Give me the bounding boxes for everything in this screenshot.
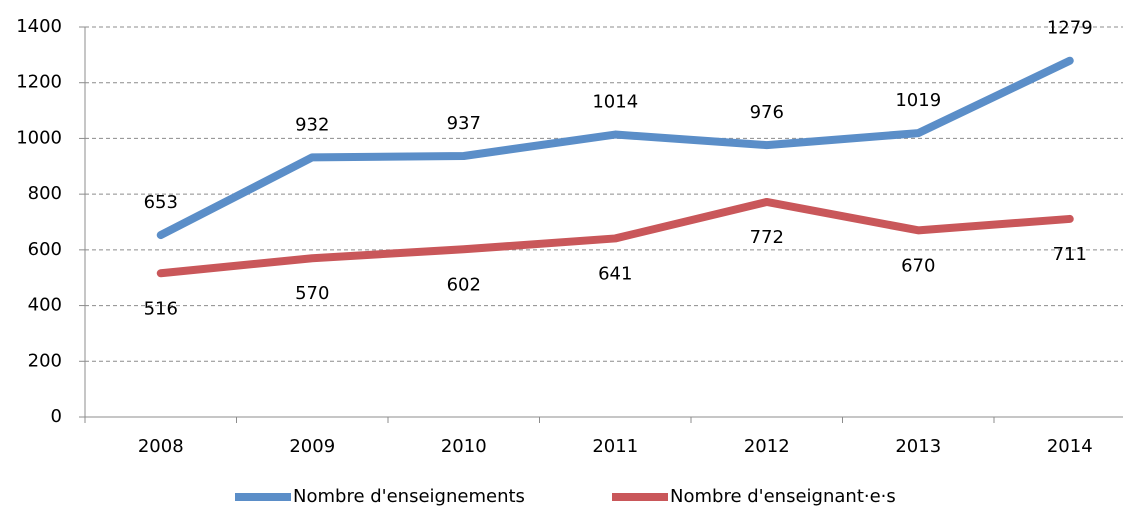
data-label: 670	[901, 255, 935, 276]
series-line	[156, 56, 1074, 240]
legend-label: Nombre d'enseignements	[293, 486, 525, 507]
data-label: 711	[1053, 244, 1087, 265]
data-label: 976	[750, 102, 784, 123]
data-label: 1019	[895, 90, 941, 111]
x-tick-label: 2010	[441, 436, 487, 457]
y-tick-label: 800	[28, 183, 62, 204]
legend-label: Nombre d'enseignant·e·s	[670, 486, 896, 507]
y-tick-label: 1200	[16, 72, 62, 93]
x-tick-label: 2009	[289, 436, 335, 457]
y-tick-label: 1400	[16, 16, 62, 37]
data-label: 602	[447, 274, 481, 295]
data-label: 932	[295, 114, 329, 135]
y-tick-label: 200	[28, 350, 62, 371]
data-label: 1279	[1047, 18, 1093, 39]
x-tick-label: 2008	[138, 436, 184, 457]
data-label: 1014	[592, 92, 638, 113]
data-label: 516	[144, 298, 178, 319]
data-label: 937	[447, 113, 481, 134]
series-line	[156, 197, 1074, 278]
data-label: 653	[144, 192, 178, 213]
x-tick-label: 2013	[895, 436, 941, 457]
data-label: 570	[295, 283, 329, 304]
data-label: 641	[598, 263, 632, 284]
x-tick-label: 2014	[1047, 436, 1093, 457]
y-tick-label: 400	[28, 295, 62, 316]
y-tick-label: 600	[28, 239, 62, 260]
x-tick-label: 2012	[744, 436, 790, 457]
y-tick-label: 0	[51, 406, 62, 427]
y-tick-label: 1000	[16, 127, 62, 148]
x-tick-label: 2011	[592, 436, 638, 457]
data-label: 772	[750, 227, 784, 248]
